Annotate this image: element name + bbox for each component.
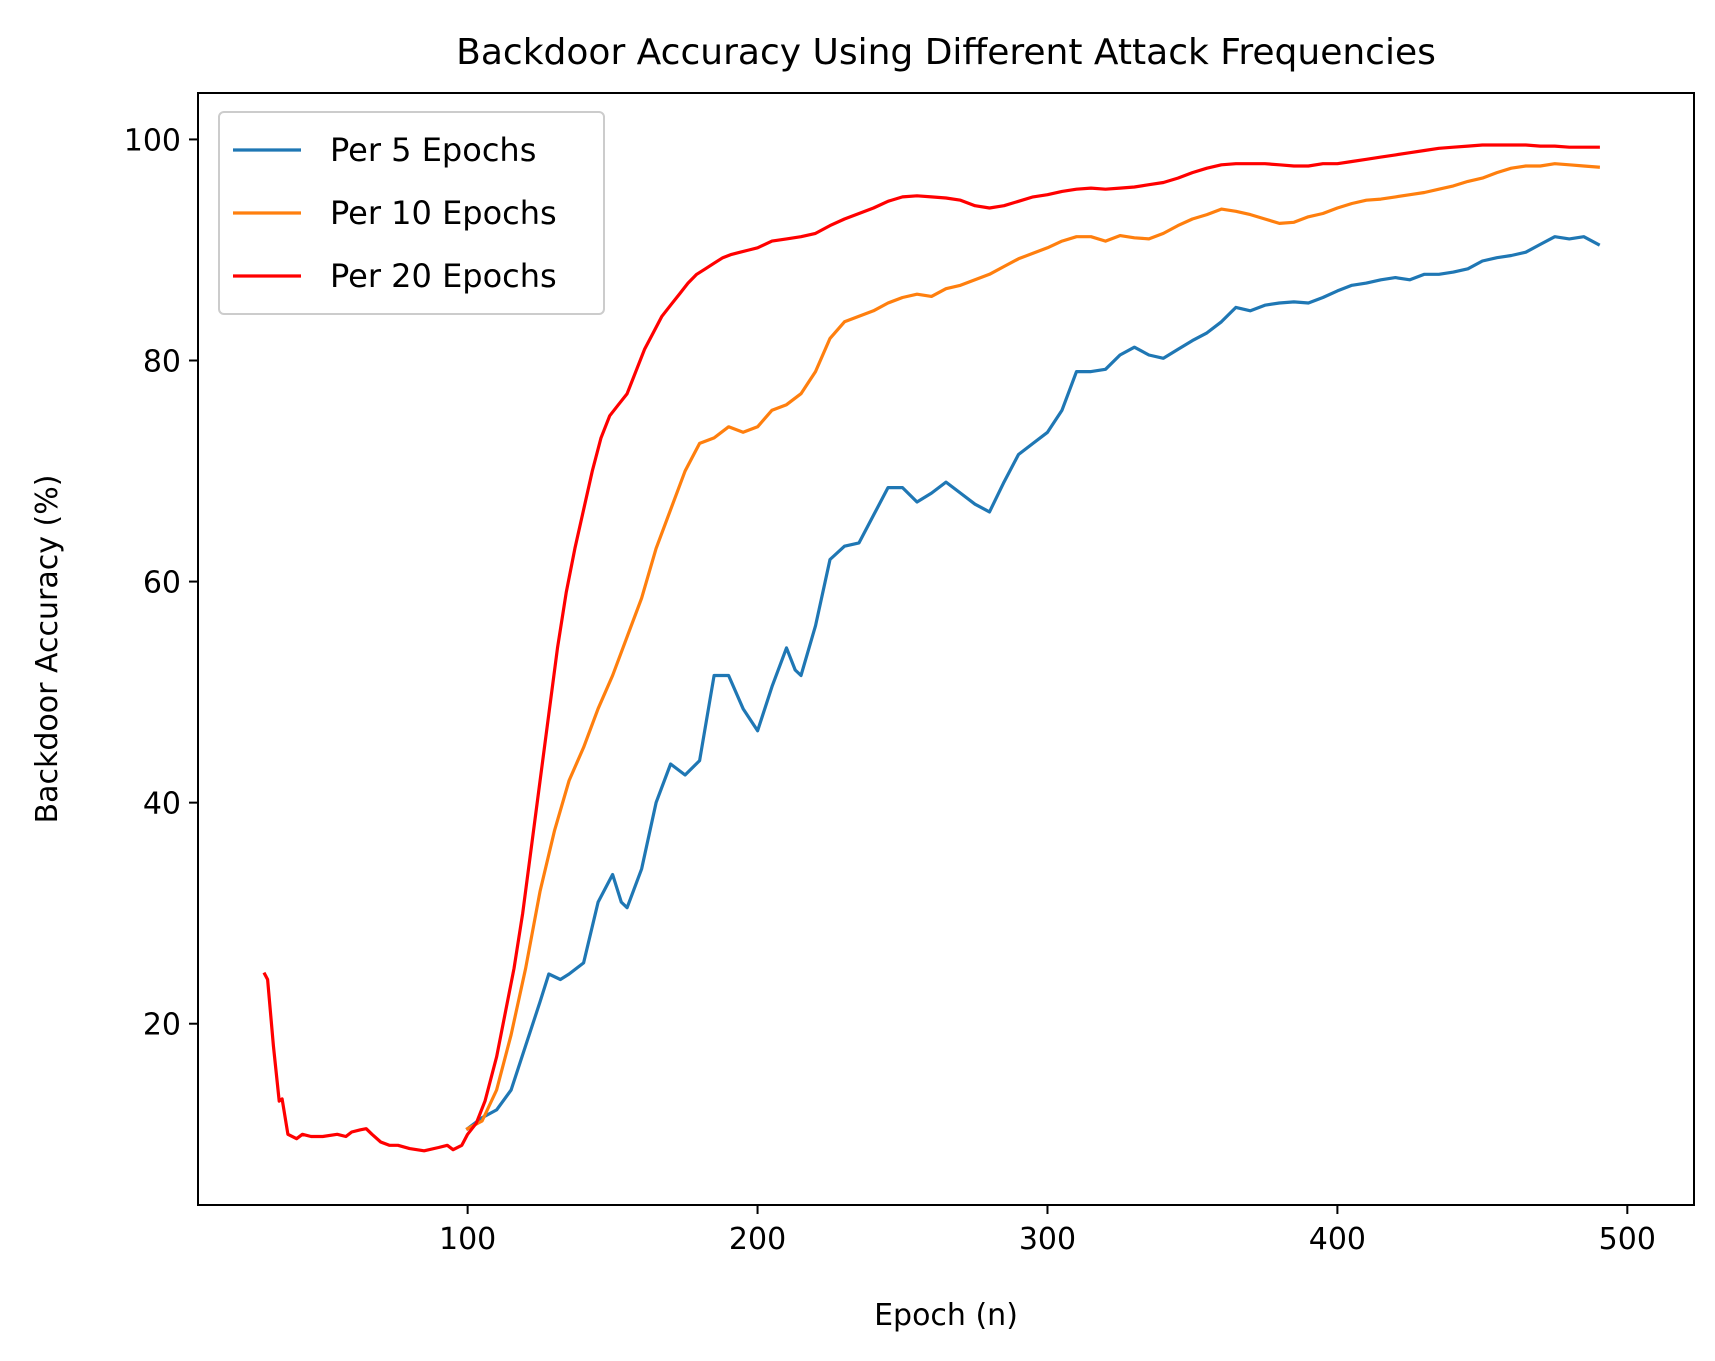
y-tick-label: 40 (143, 787, 181, 822)
legend-label: Per 10 Epochs (330, 194, 557, 232)
x-tick-label: 500 (1599, 1222, 1656, 1257)
x-axis: 100 200 300 400 500 (439, 1205, 1656, 1257)
y-tick-label: 100 (124, 123, 181, 158)
series-layer (262, 143, 1601, 1153)
series-line-3 (262, 143, 1600, 1153)
x-axis-title: Epoch (n) (874, 1298, 1018, 1333)
plot-frame (197, 92, 1695, 1206)
y-axis: 20 40 60 80 100 (124, 123, 198, 1043)
x-tick-label: 100 (439, 1222, 496, 1257)
y-axis-title: Backdoor Accuracy (%) (30, 475, 65, 824)
chart-title: Backdoor Accuracy Using Different Attack… (456, 32, 1436, 73)
x-tick-label: 300 (1019, 1222, 1076, 1257)
y-tick-label: 60 (143, 566, 181, 601)
legend-box (218, 111, 605, 315)
legend: Per 5 Epochs Per 10 Epochs Per 20 Epochs (218, 111, 605, 315)
x-tick-label: 400 (1309, 1222, 1366, 1257)
x-tick-label: 200 (729, 1222, 786, 1257)
legend-label: Per 20 Epochs (330, 257, 557, 295)
y-tick-label: 20 (143, 1008, 181, 1043)
y-tick-label: 80 (143, 344, 181, 379)
series-line-2 (465, 162, 1601, 1131)
legend-label: Per 5 Epochs (330, 131, 536, 169)
series-line-1 (465, 235, 1601, 1131)
